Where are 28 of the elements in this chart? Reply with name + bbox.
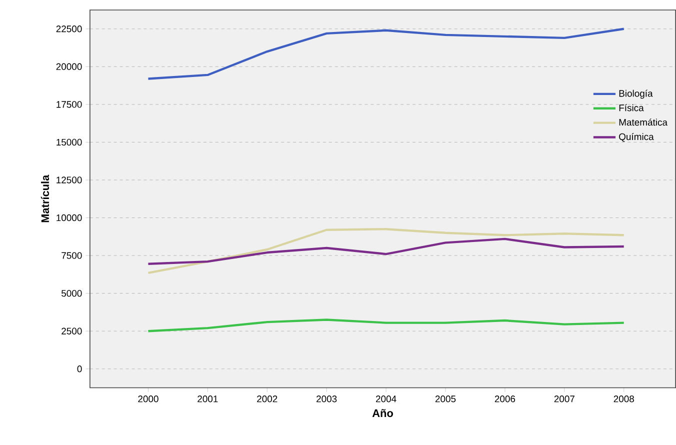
legend-label: Biología xyxy=(619,90,653,99)
y-tick-label: 15000 xyxy=(56,138,82,146)
x-tick-label: 2003 xyxy=(316,396,337,402)
x-tick-label: 2001 xyxy=(198,396,218,402)
y-tick-label: 7500 xyxy=(62,252,82,260)
y-axis-title: Matrícula xyxy=(40,174,50,222)
y-tick-label: 20000 xyxy=(56,63,82,70)
legend-label: Química xyxy=(619,133,654,142)
legend-label: Matemática xyxy=(619,118,668,126)
y-tick-label: 2500 xyxy=(62,328,82,335)
line-series xyxy=(147,318,625,332)
x-tick-label: 2000 xyxy=(138,396,158,402)
y-tick-label: 12500 xyxy=(56,176,82,184)
y-tick-label: 17500 xyxy=(56,101,82,108)
x-tick-label: 2002 xyxy=(257,396,278,402)
y-tick-label: 5000 xyxy=(62,290,82,297)
x-tick-label: 2007 xyxy=(554,396,574,402)
y-tick-label: 22500 xyxy=(56,26,82,32)
line-series xyxy=(147,228,625,274)
y-tick-label: 0 xyxy=(77,366,82,372)
x-tick-label: 2004 xyxy=(376,396,396,402)
x-tick-label: 2005 xyxy=(435,396,456,402)
line-series xyxy=(147,238,625,266)
y-tick-label: 10000 xyxy=(56,214,82,222)
legend-label: Física xyxy=(619,104,644,112)
x-tick-label: 2006 xyxy=(494,396,516,402)
x-tick-label: 2008 xyxy=(614,396,634,402)
x-axis-title: Año xyxy=(372,409,393,418)
